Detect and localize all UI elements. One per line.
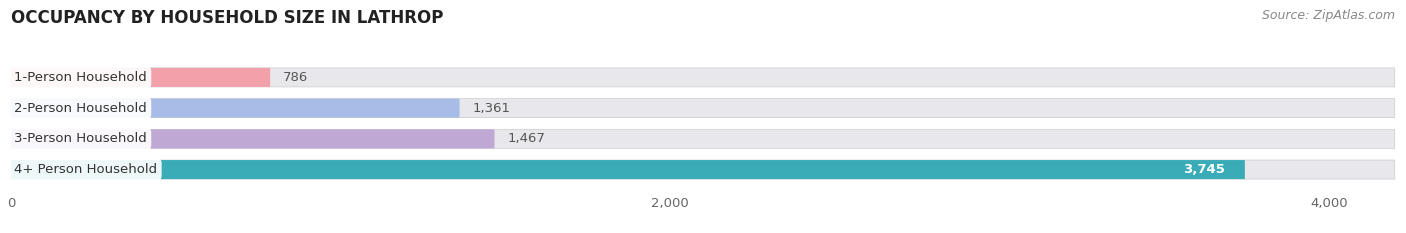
Text: 3-Person Household: 3-Person Household: [14, 132, 146, 145]
Text: 2-Person Household: 2-Person Household: [14, 102, 146, 115]
Text: 1,361: 1,361: [472, 102, 510, 115]
Text: 786: 786: [284, 71, 308, 84]
Text: 1-Person Household: 1-Person Household: [14, 71, 146, 84]
FancyBboxPatch shape: [11, 160, 1395, 179]
Text: 3,745: 3,745: [1184, 163, 1225, 176]
FancyBboxPatch shape: [11, 129, 495, 148]
FancyBboxPatch shape: [11, 99, 460, 118]
FancyBboxPatch shape: [11, 160, 1244, 179]
Text: 1,467: 1,467: [508, 132, 546, 145]
FancyBboxPatch shape: [11, 99, 1395, 118]
Text: 4+ Person Household: 4+ Person Household: [14, 163, 157, 176]
FancyBboxPatch shape: [11, 68, 1395, 87]
FancyBboxPatch shape: [11, 68, 270, 87]
FancyBboxPatch shape: [11, 129, 1395, 148]
Text: OCCUPANCY BY HOUSEHOLD SIZE IN LATHROP: OCCUPANCY BY HOUSEHOLD SIZE IN LATHROP: [11, 9, 444, 27]
Text: Source: ZipAtlas.com: Source: ZipAtlas.com: [1261, 9, 1395, 22]
